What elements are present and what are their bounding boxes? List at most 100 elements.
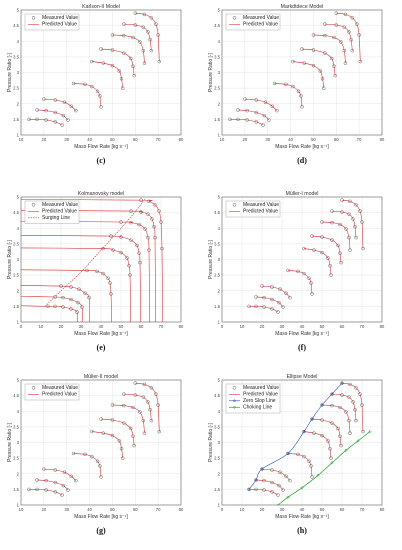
measured-point: [143, 227, 147, 231]
measured-point: [142, 12, 147, 17]
measured-point: [326, 439, 330, 443]
x-tick-label: 80: [179, 324, 184, 329]
measured-point: [329, 56, 334, 61]
x-tick-label: 20: [42, 507, 47, 512]
measured-point: [60, 493, 64, 497]
measured-point: [27, 487, 31, 492]
measured-point: [328, 447, 332, 451]
measured-point: [133, 11, 138, 15]
measured-point: [125, 256, 129, 260]
x-tick-label: 60: [340, 324, 345, 329]
measured-point: [35, 478, 39, 482]
measured-point: [254, 478, 258, 482]
x-tick-label: 50: [311, 137, 316, 142]
measured-point: [311, 33, 316, 37]
y-tick-label: 2: [218, 471, 221, 476]
measured-point: [311, 63, 316, 68]
measured-point: [110, 403, 115, 407]
measured-point: [62, 470, 67, 474]
measured-point: [27, 117, 31, 122]
measured-point: [61, 483, 66, 488]
measured-point: [343, 12, 348, 17]
y-tick-label: 3: [218, 440, 221, 445]
predicted-line: [331, 210, 357, 238]
y-tick-label: 5: [17, 378, 20, 383]
measured-point: [44, 488, 48, 492]
measured-point: [44, 478, 48, 483]
x-axis-label: Mass Flow Rate [kg s⁻¹]: [275, 144, 329, 150]
axes-frame: [20, 9, 182, 136]
measured-point: [236, 108, 240, 112]
x-tick-label: 70: [360, 507, 365, 512]
predicted-line: [28, 119, 63, 126]
measured-point: [296, 89, 301, 93]
measured-point: [333, 73, 337, 78]
measured-point: [99, 47, 103, 51]
predicted-line: [331, 393, 357, 421]
x-tick-label: 50: [110, 507, 115, 512]
predicted-line: [21, 210, 156, 322]
y-tick-label: 3: [218, 257, 221, 262]
legend-box: [24, 383, 80, 401]
measured-point: [119, 250, 123, 255]
legend-entry: Measured Value: [42, 385, 78, 391]
measured-point: [347, 395, 351, 399]
measured-point: [323, 33, 327, 38]
predicted-line: [135, 12, 160, 62]
measured-point: [291, 84, 295, 89]
measured-point: [122, 33, 126, 38]
predicted-line: [261, 468, 291, 481]
measured-point: [101, 431, 106, 435]
measured-point: [354, 386, 358, 390]
y-tick-label: 2.5: [13, 456, 19, 461]
measured-point: [302, 246, 306, 251]
zero-slope-point: [310, 417, 314, 421]
legend-entry: Surging Line: [42, 215, 70, 221]
measured-point: [141, 395, 146, 399]
plot-content: [228, 11, 363, 127]
measured-point: [110, 433, 115, 438]
measured-point: [42, 97, 46, 101]
x-axis-label: Mass Flow Rate [kg s⁻¹]: [74, 331, 128, 337]
x-tick-label: 0: [221, 324, 224, 329]
measured-point: [157, 209, 161, 213]
measured-point: [260, 284, 264, 288]
measured-point: [132, 73, 136, 78]
measured-point: [321, 86, 326, 90]
predicted-line: [28, 489, 63, 496]
measured-point: [135, 243, 139, 248]
y-tick-label: 1: [17, 133, 20, 138]
measured-point: [141, 25, 146, 29]
measured-point: [347, 235, 351, 240]
predicted-line: [21, 247, 131, 322]
chart-panel-3: 0 10 20 30 40 50 60 70 80 1 1.5 2 2.5 3 3.5 4 4.5 5 Kolman…: [7, 191, 184, 352]
measured-point: [342, 25, 347, 29]
measured-point: [61, 295, 65, 300]
legend-entry: Measured Value: [42, 202, 78, 208]
legend-box: [24, 13, 80, 31]
measured-point: [355, 22, 359, 26]
x-tick-label: 60: [133, 137, 138, 142]
measured-point: [53, 295, 57, 299]
x-tick-label: 50: [320, 324, 325, 329]
x-tick-label: 60: [334, 137, 339, 142]
predicted-line: [112, 404, 145, 434]
predicted-line: [43, 98, 77, 111]
measured-point: [85, 268, 89, 273]
y-tick-label: 5: [218, 378, 221, 383]
predicted-line: [100, 48, 135, 76]
measured-point: [318, 69, 323, 73]
predicted-line: [21, 285, 90, 322]
measured-point: [332, 35, 336, 40]
measured-point: [309, 281, 313, 285]
y-tick-label: 1: [218, 320, 221, 325]
measured-point: [312, 431, 316, 435]
measured-point: [146, 235, 150, 240]
y-tick-label: 3.5: [13, 424, 19, 429]
measured-point: [270, 297, 274, 302]
axes-frame: [221, 379, 383, 506]
measured-point: [330, 421, 334, 425]
measured-point: [310, 475, 314, 479]
